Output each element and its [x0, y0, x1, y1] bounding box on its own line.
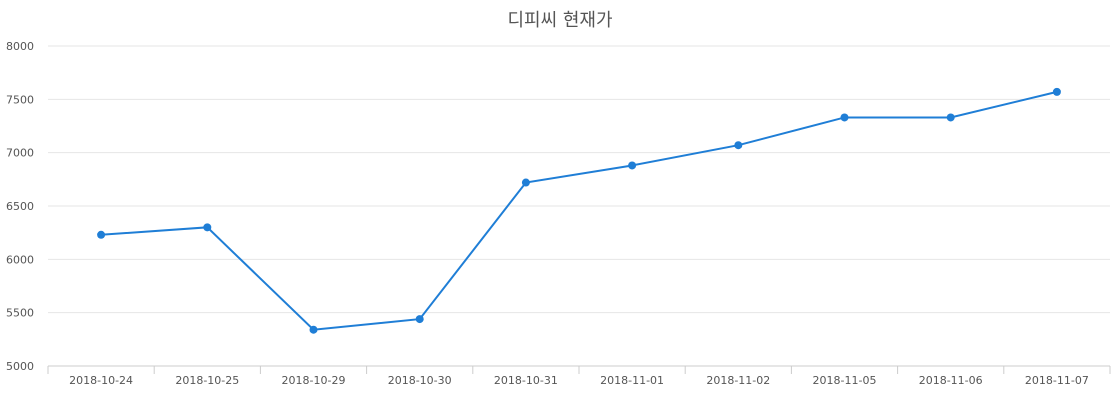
data-point: [521, 178, 530, 187]
y-tick-label: 7500: [6, 93, 34, 106]
y-tick-label: 7000: [6, 147, 34, 160]
x-tick-label: 2018-11-02: [706, 374, 770, 387]
x-tick-label: 2018-10-30: [388, 374, 452, 387]
x-tick-label: 2018-10-29: [282, 374, 346, 387]
y-tick-label: 6500: [6, 200, 34, 213]
x-tick-label: 2018-10-24: [69, 374, 133, 387]
data-point: [840, 113, 849, 122]
x-tick-label: 2018-11-01: [600, 374, 664, 387]
data-point: [1052, 87, 1061, 96]
data-point: [97, 230, 106, 239]
y-tick-label: 6000: [6, 253, 34, 266]
x-tick-label: 2018-11-06: [919, 374, 983, 387]
x-tick-label: 2018-11-05: [813, 374, 877, 387]
data-point: [946, 113, 955, 122]
data-point: [415, 315, 424, 324]
y-tick-label: 5000: [6, 360, 34, 373]
data-point: [203, 223, 212, 232]
chart-title: 디피씨 현재가: [507, 10, 613, 31]
y-tick-label: 5500: [6, 307, 34, 320]
data-point: [309, 325, 318, 334]
data-point: [734, 141, 743, 150]
x-tick-label: 2018-10-31: [494, 374, 558, 387]
x-tick-label: 2018-11-07: [1025, 374, 1089, 387]
x-tick-label: 2018-10-25: [175, 374, 239, 387]
series-line: [101, 90, 1058, 331]
data-point: [628, 161, 637, 170]
y-tick-label: 8000: [6, 40, 34, 53]
